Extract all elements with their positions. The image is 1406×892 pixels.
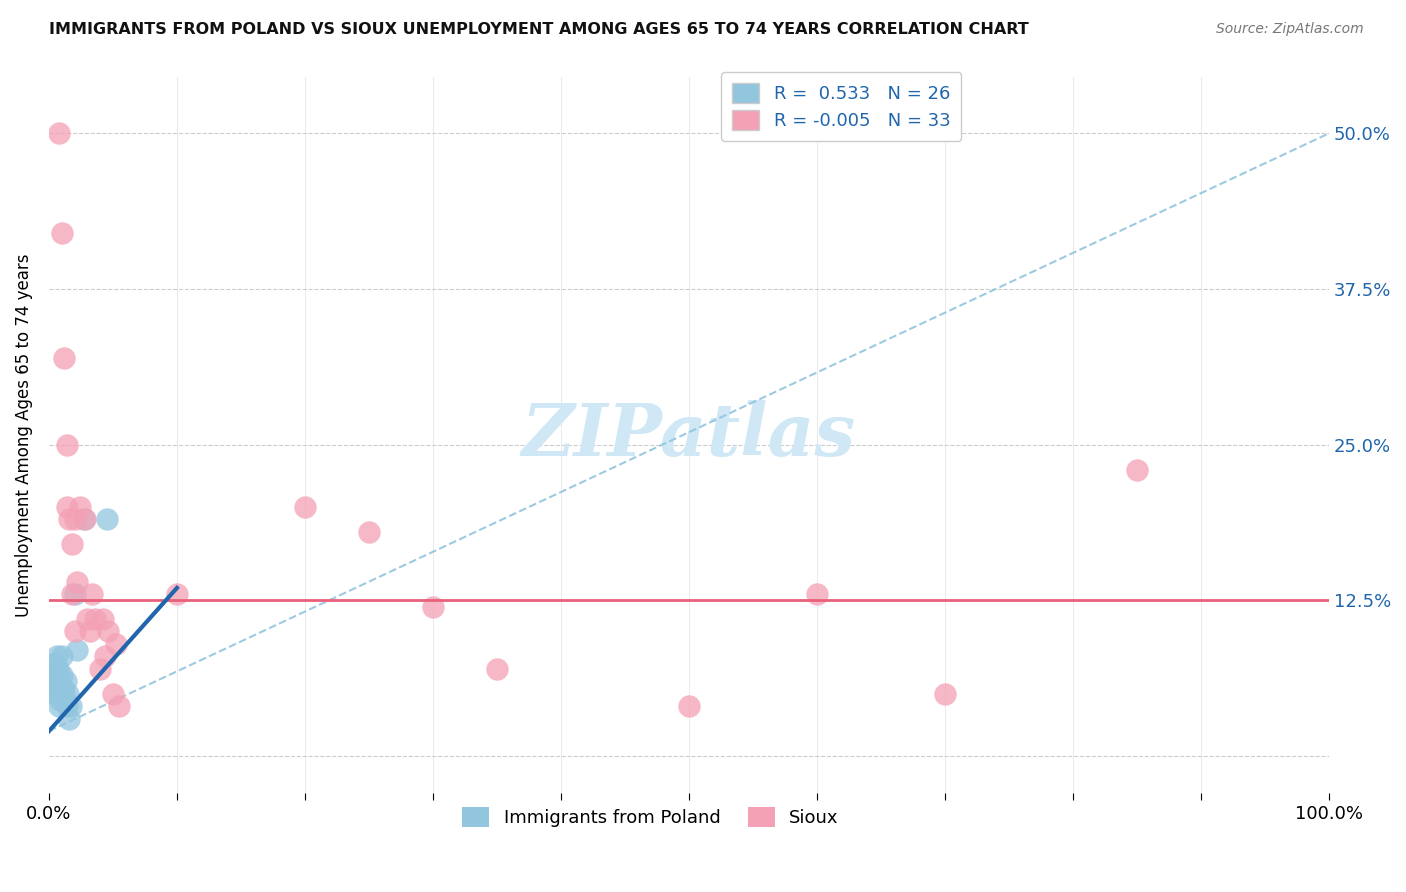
Point bbox=[42, 674, 65, 689]
Point bbox=[59, 699, 82, 714]
Point bbox=[48, 127, 70, 141]
Point bbox=[79, 624, 101, 639]
Point bbox=[51, 226, 73, 240]
Point bbox=[76, 612, 98, 626]
Point bbox=[42, 668, 65, 682]
Point bbox=[49, 681, 72, 695]
Point bbox=[55, 674, 77, 689]
Point bbox=[53, 687, 76, 701]
Point bbox=[48, 674, 70, 689]
Text: IMMIGRANTS FROM POLAND VS SIOUX UNEMPLOYMENT AMONG AGES 65 TO 74 YEARS CORRELATI: IMMIGRANTS FROM POLAND VS SIOUX UNEMPLOY… bbox=[49, 22, 1029, 37]
Point bbox=[56, 687, 79, 701]
Point bbox=[45, 649, 67, 664]
Point bbox=[56, 438, 79, 452]
Point bbox=[56, 500, 79, 514]
Point bbox=[66, 574, 89, 589]
Point bbox=[166, 587, 188, 601]
Point bbox=[485, 662, 508, 676]
Point bbox=[84, 612, 107, 626]
Point bbox=[357, 524, 380, 539]
Point bbox=[51, 649, 73, 664]
Point bbox=[806, 587, 828, 601]
Point bbox=[678, 699, 700, 714]
Y-axis label: Unemployment Among Ages 65 to 74 years: Unemployment Among Ages 65 to 74 years bbox=[15, 253, 32, 617]
Point bbox=[63, 512, 86, 526]
Point bbox=[108, 699, 131, 714]
Point bbox=[96, 512, 118, 526]
Point bbox=[66, 643, 89, 657]
Point bbox=[69, 500, 91, 514]
Point bbox=[101, 687, 124, 701]
Point bbox=[48, 699, 70, 714]
Point bbox=[58, 512, 80, 526]
Point bbox=[94, 649, 117, 664]
Point bbox=[104, 637, 127, 651]
Point bbox=[41, 681, 63, 695]
Point bbox=[63, 587, 86, 601]
Text: ZIPatlas: ZIPatlas bbox=[522, 400, 856, 471]
Point bbox=[51, 668, 73, 682]
Point bbox=[52, 681, 75, 695]
Point bbox=[46, 662, 69, 676]
Point bbox=[56, 699, 79, 714]
Point bbox=[72, 512, 94, 526]
Point bbox=[46, 687, 69, 701]
Point bbox=[63, 624, 86, 639]
Point bbox=[422, 599, 444, 614]
Point bbox=[45, 674, 67, 689]
Point bbox=[53, 351, 76, 365]
Point bbox=[934, 687, 956, 701]
Point bbox=[73, 512, 96, 526]
Point bbox=[60, 537, 83, 551]
Legend: Immigrants from Poland, Sioux: Immigrants from Poland, Sioux bbox=[456, 800, 846, 834]
Point bbox=[44, 656, 66, 670]
Point bbox=[58, 712, 80, 726]
Point bbox=[89, 662, 111, 676]
Point bbox=[91, 612, 114, 626]
Point bbox=[49, 693, 72, 707]
Point bbox=[294, 500, 316, 514]
Point bbox=[44, 687, 66, 701]
Text: Source: ZipAtlas.com: Source: ZipAtlas.com bbox=[1216, 22, 1364, 37]
Point bbox=[82, 587, 104, 601]
Point bbox=[97, 624, 120, 639]
Point bbox=[1126, 462, 1149, 476]
Point bbox=[60, 587, 83, 601]
